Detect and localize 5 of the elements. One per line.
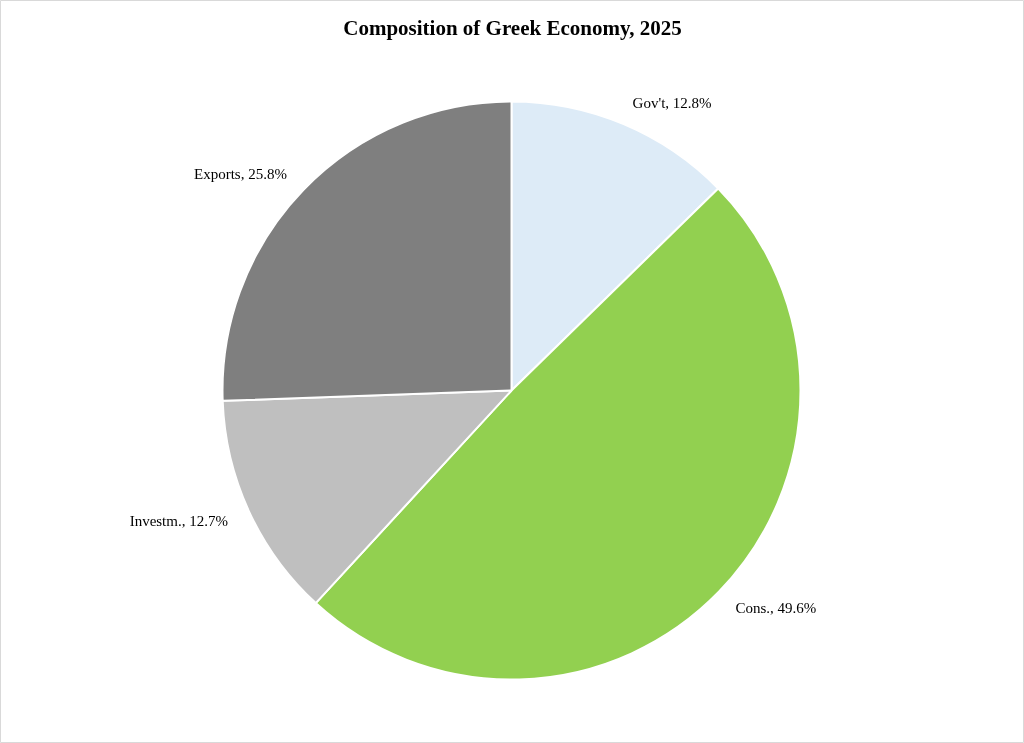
slice-label: Cons., 49.6% xyxy=(735,599,817,616)
slice-label: Gov't, 12.8% xyxy=(632,94,712,111)
slice-label: Investm., 12.7% xyxy=(129,512,228,529)
chart-title: Composition of Greek Economy, 2025 xyxy=(343,15,682,40)
slice-label: Exports, 25.8% xyxy=(193,165,287,182)
